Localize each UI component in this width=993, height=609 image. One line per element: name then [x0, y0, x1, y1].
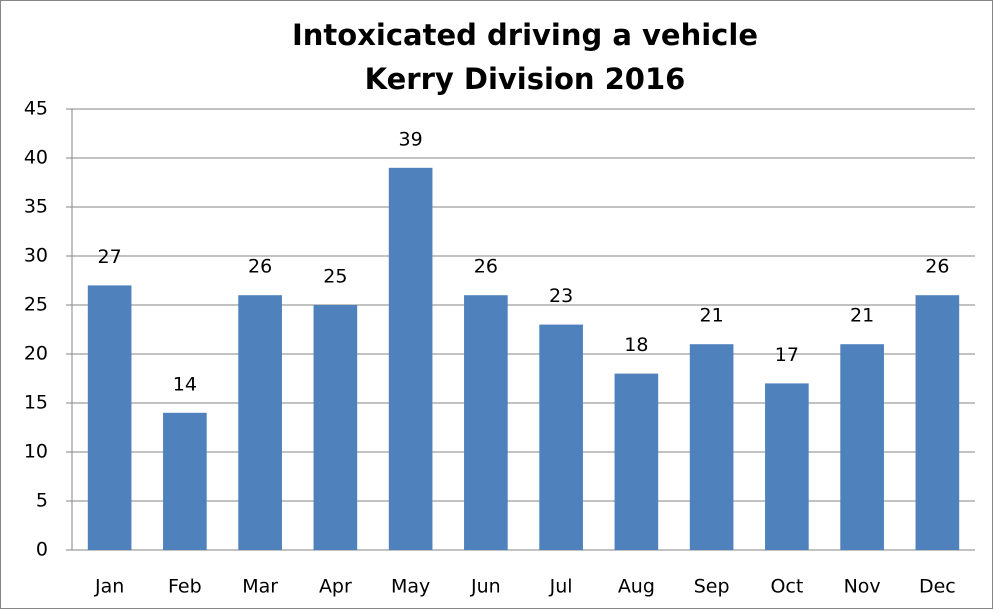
y-tick-label: 40	[24, 147, 48, 169]
data-label: 18	[624, 334, 648, 356]
bar	[87, 285, 132, 550]
data-label: 26	[248, 256, 272, 278]
data-label: 27	[98, 246, 122, 268]
bar	[915, 295, 960, 550]
bar	[765, 383, 809, 550]
data-label: 21	[850, 305, 874, 327]
x-tick-label: Dec	[919, 576, 956, 598]
chart-title: Kerry Division 2016	[365, 62, 686, 96]
x-tick-label: Jan	[94, 576, 124, 598]
data-label: 23	[549, 285, 573, 307]
x-tick-label: Apr	[319, 576, 352, 598]
data-label: 21	[700, 305, 724, 327]
chart-title: Intoxicated driving a vehicle	[292, 18, 758, 52]
x-tick-label: Mar	[242, 576, 278, 598]
x-tick-label: Sep	[694, 576, 730, 598]
bar	[313, 305, 358, 550]
bar	[840, 344, 884, 550]
data-label: 26	[925, 256, 949, 278]
bar	[614, 373, 659, 550]
x-tick-label: Feb	[168, 576, 202, 598]
bar	[464, 295, 508, 550]
y-tick-label: 0	[36, 539, 48, 561]
data-label: 14	[173, 373, 197, 395]
x-tick-label: May	[391, 576, 430, 598]
y-tick-label: 45	[24, 98, 48, 120]
bar	[388, 167, 433, 551]
x-tick-label: Aug	[618, 576, 655, 598]
y-tick-label: 10	[24, 441, 48, 463]
bar	[238, 295, 282, 550]
bar	[539, 324, 583, 550]
data-label: 17	[775, 344, 799, 366]
x-tick-label: Jun	[470, 576, 501, 598]
y-tick-label: 15	[24, 392, 48, 414]
x-tick-label: Nov	[844, 576, 881, 598]
y-tick-label: 30	[24, 245, 48, 267]
bar	[163, 412, 207, 550]
x-tick-label: Jul	[549, 576, 573, 598]
y-tick-label: 25	[24, 294, 48, 316]
data-label: 39	[399, 128, 423, 150]
y-tick-label: 20	[24, 343, 48, 365]
x-tick-label: Oct	[770, 576, 803, 598]
y-tick-label: 35	[24, 196, 48, 218]
bar	[689, 344, 734, 550]
data-label: 25	[323, 266, 347, 288]
data-label: 26	[474, 256, 498, 278]
y-tick-label: 5	[36, 490, 48, 512]
